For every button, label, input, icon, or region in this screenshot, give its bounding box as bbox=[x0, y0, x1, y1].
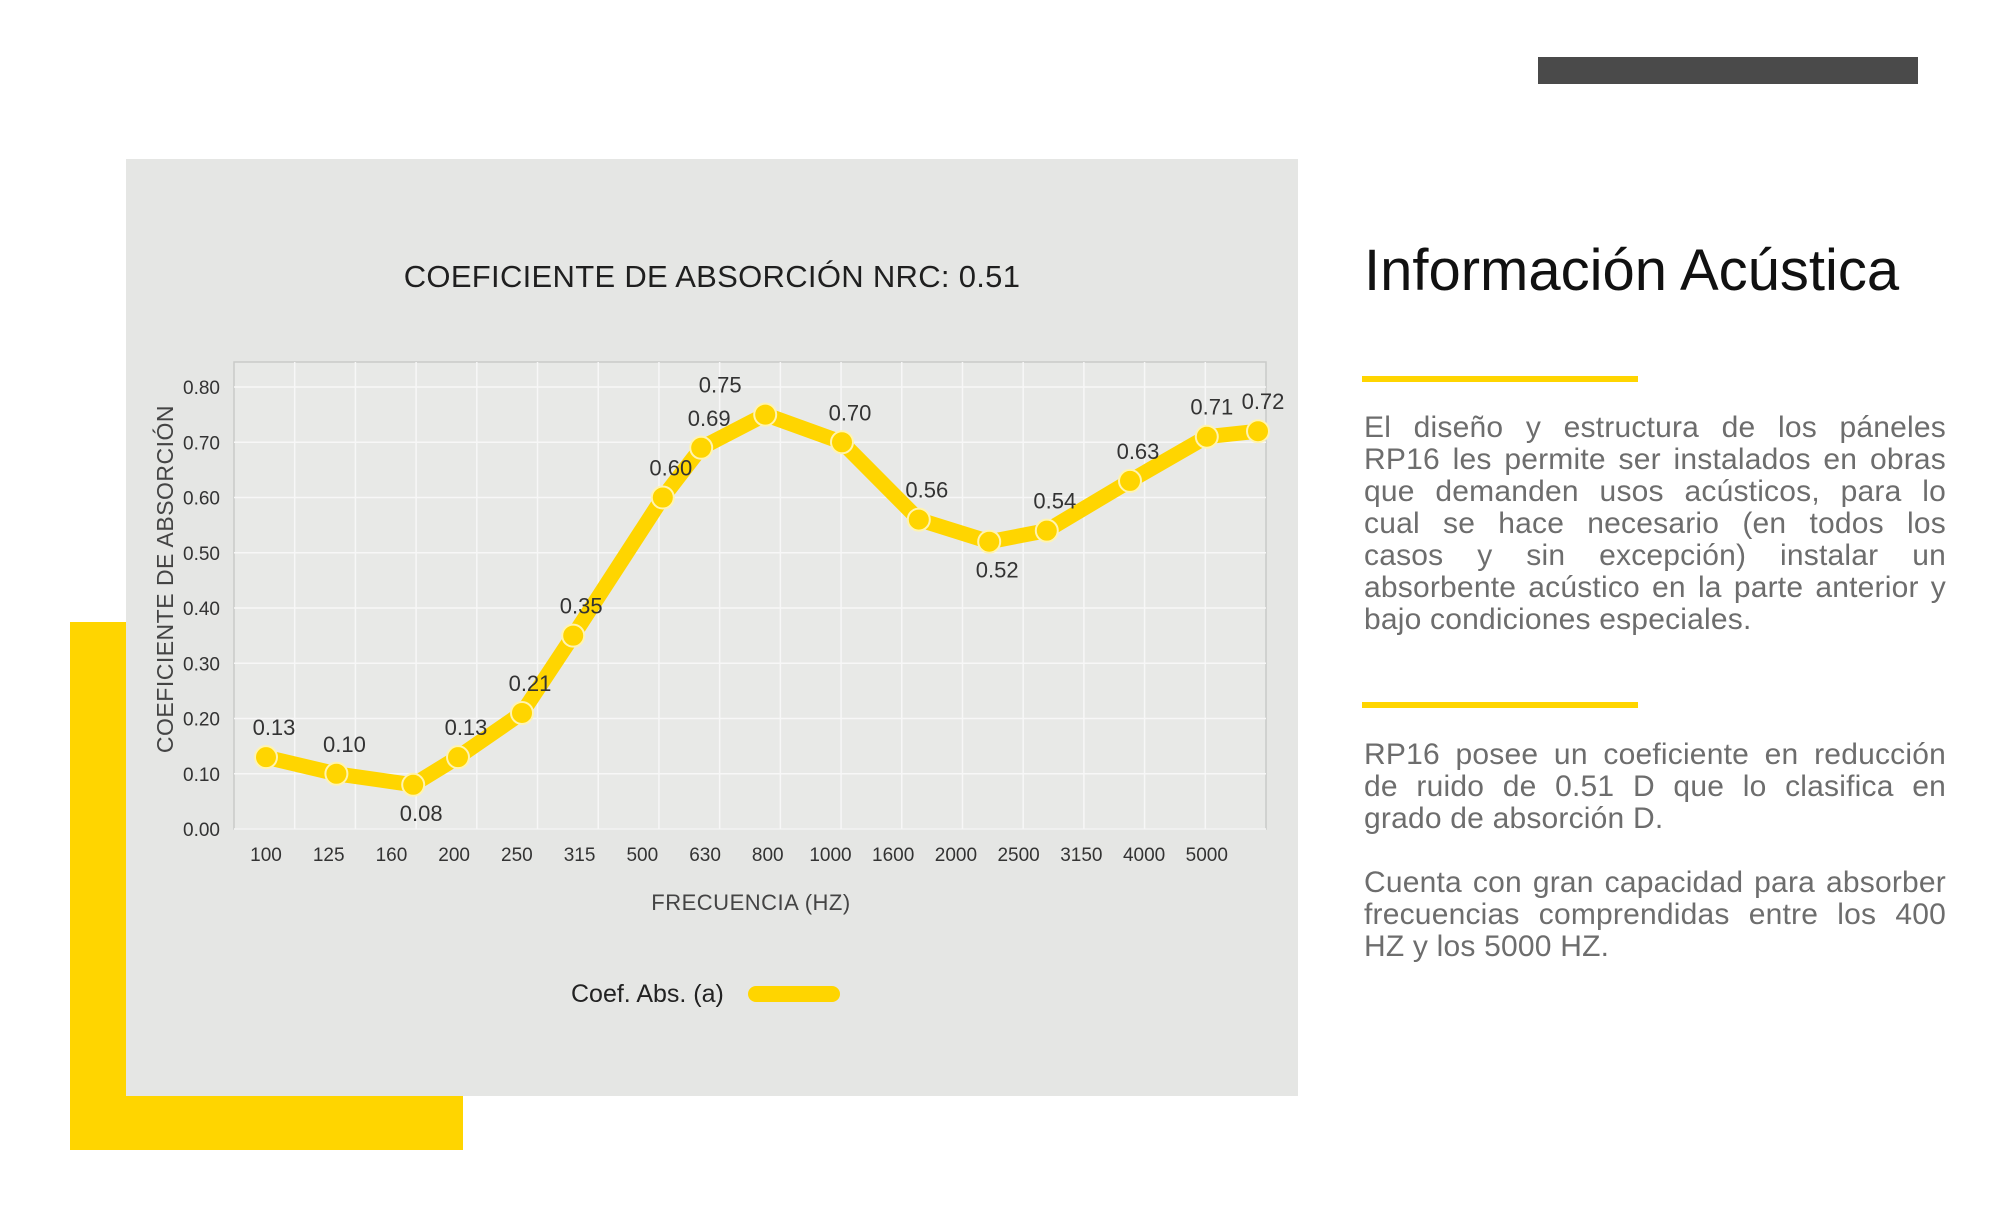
chart-panel: COEFICIENTE DE ABSORCIÓN NRC: 0.51 0.00 0… bbox=[126, 159, 1298, 1096]
x-tick-label: 2000 bbox=[935, 845, 977, 866]
x-tick-label: 2500 bbox=[997, 845, 1039, 866]
x-tick-label: 315 bbox=[564, 845, 596, 866]
x-tick-label: 500 bbox=[626, 845, 658, 866]
info-paragraph-3: Cuenta con gran capacidad para absorber … bbox=[1364, 866, 1946, 963]
x-tick-label: 200 bbox=[438, 845, 470, 866]
top-dark-bar bbox=[1538, 57, 1918, 84]
data-point bbox=[561, 623, 586, 648]
x-tick-label: 100 bbox=[250, 845, 282, 866]
x-tick-label: 800 bbox=[752, 845, 784, 866]
data-label: 0.56 bbox=[905, 478, 948, 503]
data-point bbox=[401, 772, 426, 797]
data-point bbox=[977, 529, 1002, 554]
data-point bbox=[689, 435, 714, 460]
data-point bbox=[510, 700, 534, 725]
data-label: 0.63 bbox=[1117, 439, 1160, 464]
data-point bbox=[1194, 424, 1219, 449]
y-tick-label: 0.70 bbox=[183, 433, 220, 454]
data-point bbox=[830, 430, 854, 455]
data-point bbox=[254, 745, 278, 770]
data-label: 0.10 bbox=[323, 732, 366, 757]
data-point bbox=[1118, 468, 1142, 493]
info-title: Información Acústica bbox=[1364, 238, 1900, 303]
data-point bbox=[906, 507, 931, 532]
data-label: 0.72 bbox=[1242, 389, 1285, 414]
x-tick-label: 3150 bbox=[1060, 845, 1102, 866]
data-label: 0.21 bbox=[509, 671, 552, 696]
data-label: 0.60 bbox=[649, 456, 692, 481]
yellow-divider bbox=[1362, 376, 1638, 382]
y-tick-label: 0.40 bbox=[183, 599, 220, 620]
info-paragraph-2: RP16 posee un coeficiente en reducción d… bbox=[1364, 738, 1946, 835]
x-tick-label: 125 bbox=[313, 845, 345, 866]
data-label: 0.54 bbox=[1033, 489, 1076, 514]
chart-title: COEFICIENTE DE ABSORCIÓN NRC: 0.51 bbox=[403, 259, 1021, 294]
data-point bbox=[753, 402, 778, 427]
y-tick-label: 0.80 bbox=[183, 378, 220, 399]
x-tick-label: 1000 bbox=[809, 845, 851, 866]
data-label: 0.70 bbox=[829, 400, 872, 425]
x-tick-label: 1600 bbox=[872, 845, 914, 866]
info-paragraph-1: El diseño y estructura de los páneles RP… bbox=[1364, 411, 1946, 636]
x-tick-label: 160 bbox=[376, 845, 408, 866]
y-tick-label: 0.50 bbox=[183, 544, 220, 565]
y-tick-label: 0.00 bbox=[183, 820, 220, 841]
data-label: 0.35 bbox=[560, 594, 603, 619]
data-label: 0.13 bbox=[253, 715, 296, 740]
yellow-divider bbox=[1362, 702, 1638, 708]
series-line bbox=[258, 407, 1266, 793]
data-point bbox=[324, 761, 349, 786]
legend-swatch bbox=[747, 986, 840, 1002]
y-axis-title: COEFICIENTE DE ABSORCIÓN bbox=[152, 404, 178, 754]
x-tick-label: 4000 bbox=[1123, 845, 1165, 866]
data-label: 0.13 bbox=[445, 715, 488, 740]
x-tick-label: 630 bbox=[689, 845, 721, 866]
y-tick-label: 0.60 bbox=[183, 489, 220, 510]
data-point bbox=[446, 745, 470, 770]
data-label: 0.75 bbox=[699, 373, 742, 398]
data-label: 0.69 bbox=[688, 406, 731, 431]
y-tick-label: 0.20 bbox=[183, 710, 220, 731]
legend-label: Coef. Abs. (a) bbox=[571, 979, 724, 1008]
x-axis-title: FRECUENCIA (HZ) bbox=[651, 890, 851, 915]
plot-area bbox=[233, 361, 1267, 830]
line-chart: 0.00 0.10 0.20 0.30 0.40 0.50 0.60 0.70 0.80 100 1… bbox=[183, 361, 1285, 866]
data-label: 0.71 bbox=[1190, 395, 1233, 420]
data-label: 0.52 bbox=[976, 558, 1019, 583]
x-tick-label: 5000 bbox=[1186, 845, 1228, 866]
x-tick-label: 250 bbox=[501, 845, 533, 866]
data-point bbox=[650, 485, 675, 510]
data-point bbox=[1034, 518, 1059, 543]
y-tick-label: 0.30 bbox=[183, 654, 220, 675]
y-tick-label: 0.10 bbox=[183, 765, 220, 786]
data-label: 0.08 bbox=[400, 801, 443, 826]
data-point bbox=[1246, 419, 1270, 444]
chart-legend: Coef. Abs. (a) bbox=[571, 977, 840, 1011]
